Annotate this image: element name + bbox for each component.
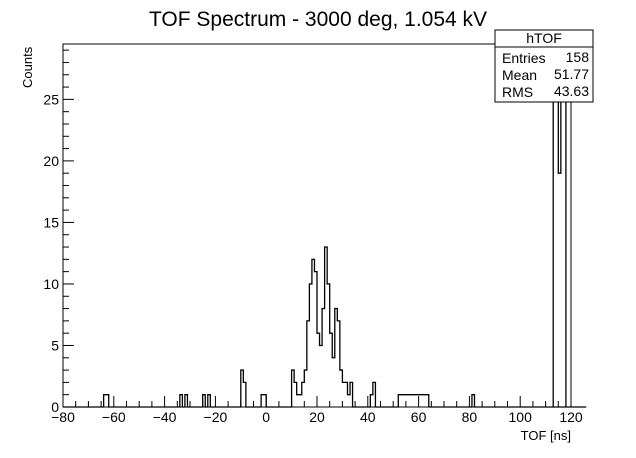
y-tick-label: 10 (43, 276, 59, 292)
y-tick-label: 25 (43, 91, 59, 107)
x-tick-label: 80 (462, 409, 478, 425)
x-axis-ticks: −80 −60 −40 −20 0 20 40 60 80 100 120 (51, 396, 583, 425)
x-tick-label: −40 (153, 409, 177, 425)
x-tick-label: 40 (360, 409, 376, 425)
y-axis-title: Counts (20, 46, 35, 88)
x-tick-label: 0 (262, 409, 270, 425)
stats-label-entries: Entries (502, 50, 546, 66)
y-tick-label: 0 (51, 399, 59, 415)
stats-label-mean: Mean (502, 67, 537, 83)
histogram-line (63, 246, 587, 408)
stats-box-frame (494, 29, 594, 103)
x-tick-label: 60 (411, 409, 427, 425)
x-axis-title: TOF [ns] (521, 428, 571, 443)
x-tick-label: −80 (51, 409, 75, 425)
x-tick-label: 100 (509, 409, 533, 425)
y-tick-label: 5 (51, 337, 59, 353)
stats-box: hTOF Entries 158 Mean 51.77 RMS 43.63 (494, 29, 594, 103)
y-axis-ticks: 0 5 10 15 20 25 (43, 49, 74, 415)
x-tick-label: −60 (102, 409, 126, 425)
stats-value-rms: 43.63 (554, 83, 589, 99)
x-tick-label: −20 (204, 409, 228, 425)
stats-value-entries: 158 (566, 49, 590, 65)
x-tick-label: 20 (309, 409, 325, 425)
x-tick-label: 120 (559, 409, 583, 425)
stats-label-rms: RMS (502, 84, 533, 100)
chart-title: TOF Spectrum - 3000 deg, 1.054 kV (149, 8, 487, 31)
stats-value-mean: 51.77 (554, 66, 589, 82)
y-tick-label: 15 (43, 214, 59, 230)
stats-box-title: hTOF (526, 30, 562, 46)
y-tick-label: 20 (43, 153, 59, 169)
